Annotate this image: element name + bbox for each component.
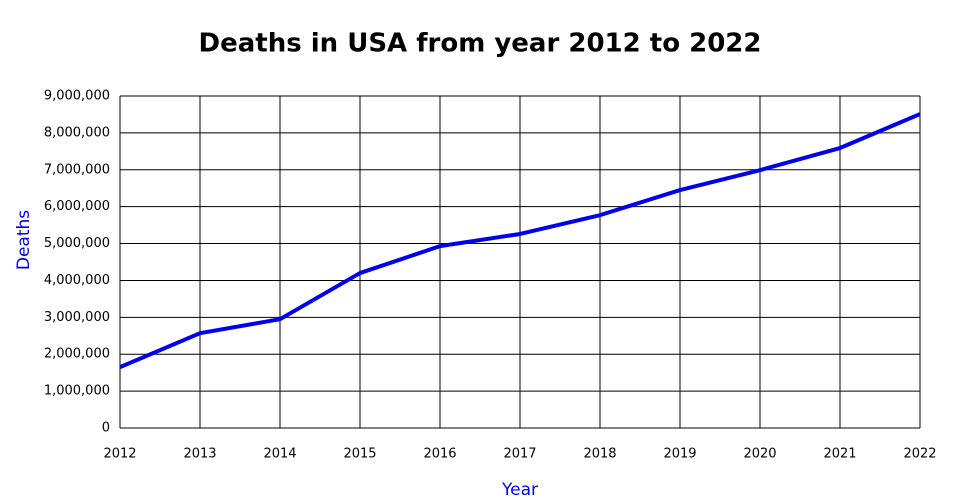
x-tick-label: 2020 <box>743 447 776 462</box>
y-tick-label: 6,000,000 <box>44 199 110 214</box>
x-tick-label: 2018 <box>583 447 616 462</box>
x-tick-label: 2022 <box>903 447 936 462</box>
y-tick-label: 3,000,000 <box>44 310 110 325</box>
x-tick-label: 2013 <box>183 447 216 462</box>
x-tick-label: 2021 <box>823 447 856 462</box>
y-tick-label: 5,000,000 <box>44 236 110 251</box>
x-tick-label: 2016 <box>423 447 456 462</box>
y-tick-label: 7,000,000 <box>44 162 110 177</box>
y-tick-label: 4,000,000 <box>44 273 110 288</box>
x-tick-label: 2017 <box>503 447 536 462</box>
y-tick-label: 0 <box>102 421 110 436</box>
x-tick-label: 2014 <box>263 447 296 462</box>
y-tick-label: 8,000,000 <box>44 125 110 140</box>
x-axis-label: Year <box>501 480 538 500</box>
y-axis-label: Deaths <box>14 210 34 270</box>
chart-title: Deaths in USA from year 2012 to 2022 <box>199 29 762 59</box>
y-tick-label: 9,000,000 <box>44 89 110 104</box>
x-tick-label: 2012 <box>103 447 136 462</box>
x-tick-label: 2019 <box>663 447 696 462</box>
x-tick-label: 2015 <box>343 447 376 462</box>
data-line <box>119 112 921 369</box>
y-tick-label: 1,000,000 <box>44 384 110 399</box>
y-tick-label: 2,000,000 <box>44 347 110 362</box>
